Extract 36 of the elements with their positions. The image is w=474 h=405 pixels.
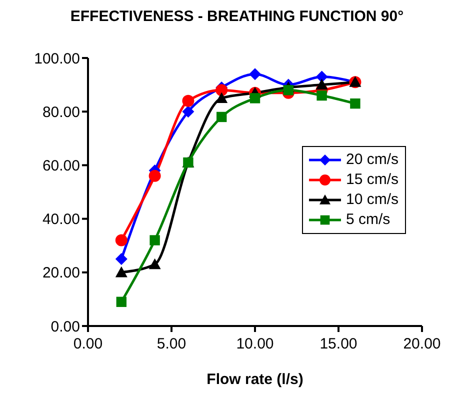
point [115, 253, 128, 265]
x-axis-title: Flow rate (l/s) [206, 371, 304, 388]
y-tick-label: 0.00 [50, 318, 80, 336]
x-tick-label: 15.00 [320, 336, 358, 353]
point [216, 92, 228, 103]
legend-label: 20 cm/s [346, 150, 399, 170]
point [115, 266, 128, 278]
y-tick-label: 100.00 [34, 50, 80, 68]
point [216, 84, 228, 96]
y-tick-label: 60.00 [42, 158, 80, 175]
point [283, 85, 294, 96]
point [182, 106, 194, 118]
point [148, 170, 161, 182]
point [350, 98, 360, 109]
point [250, 93, 260, 104]
point [150, 235, 160, 246]
point [148, 258, 161, 270]
point [316, 78, 328, 90]
x-tick-label: 0.00 [73, 336, 103, 353]
x-tick-label: 20.00 [403, 336, 441, 353]
point [249, 68, 261, 80]
point [115, 234, 128, 246]
legend-label: 10 cm/s [346, 190, 399, 210]
x-tick-label: 5.00 [156, 336, 186, 353]
point [216, 112, 227, 122]
point [316, 70, 328, 83]
y-tick-label: 40.00 [42, 211, 80, 228]
y-tick-label: 20.00 [42, 264, 80, 282]
point [116, 296, 126, 307]
chart-title: EFFECTIVENESS - BREATHING FUNCTION 90° [69, 8, 405, 25]
y-tick-label: 80.00 [42, 104, 80, 121]
x-tick-label: 10.00 [236, 336, 274, 353]
legend-label: 15 cm/s [346, 170, 399, 190]
point [182, 94, 194, 107]
point [316, 90, 327, 101]
legend-label: 5 cm/s [346, 210, 390, 230]
